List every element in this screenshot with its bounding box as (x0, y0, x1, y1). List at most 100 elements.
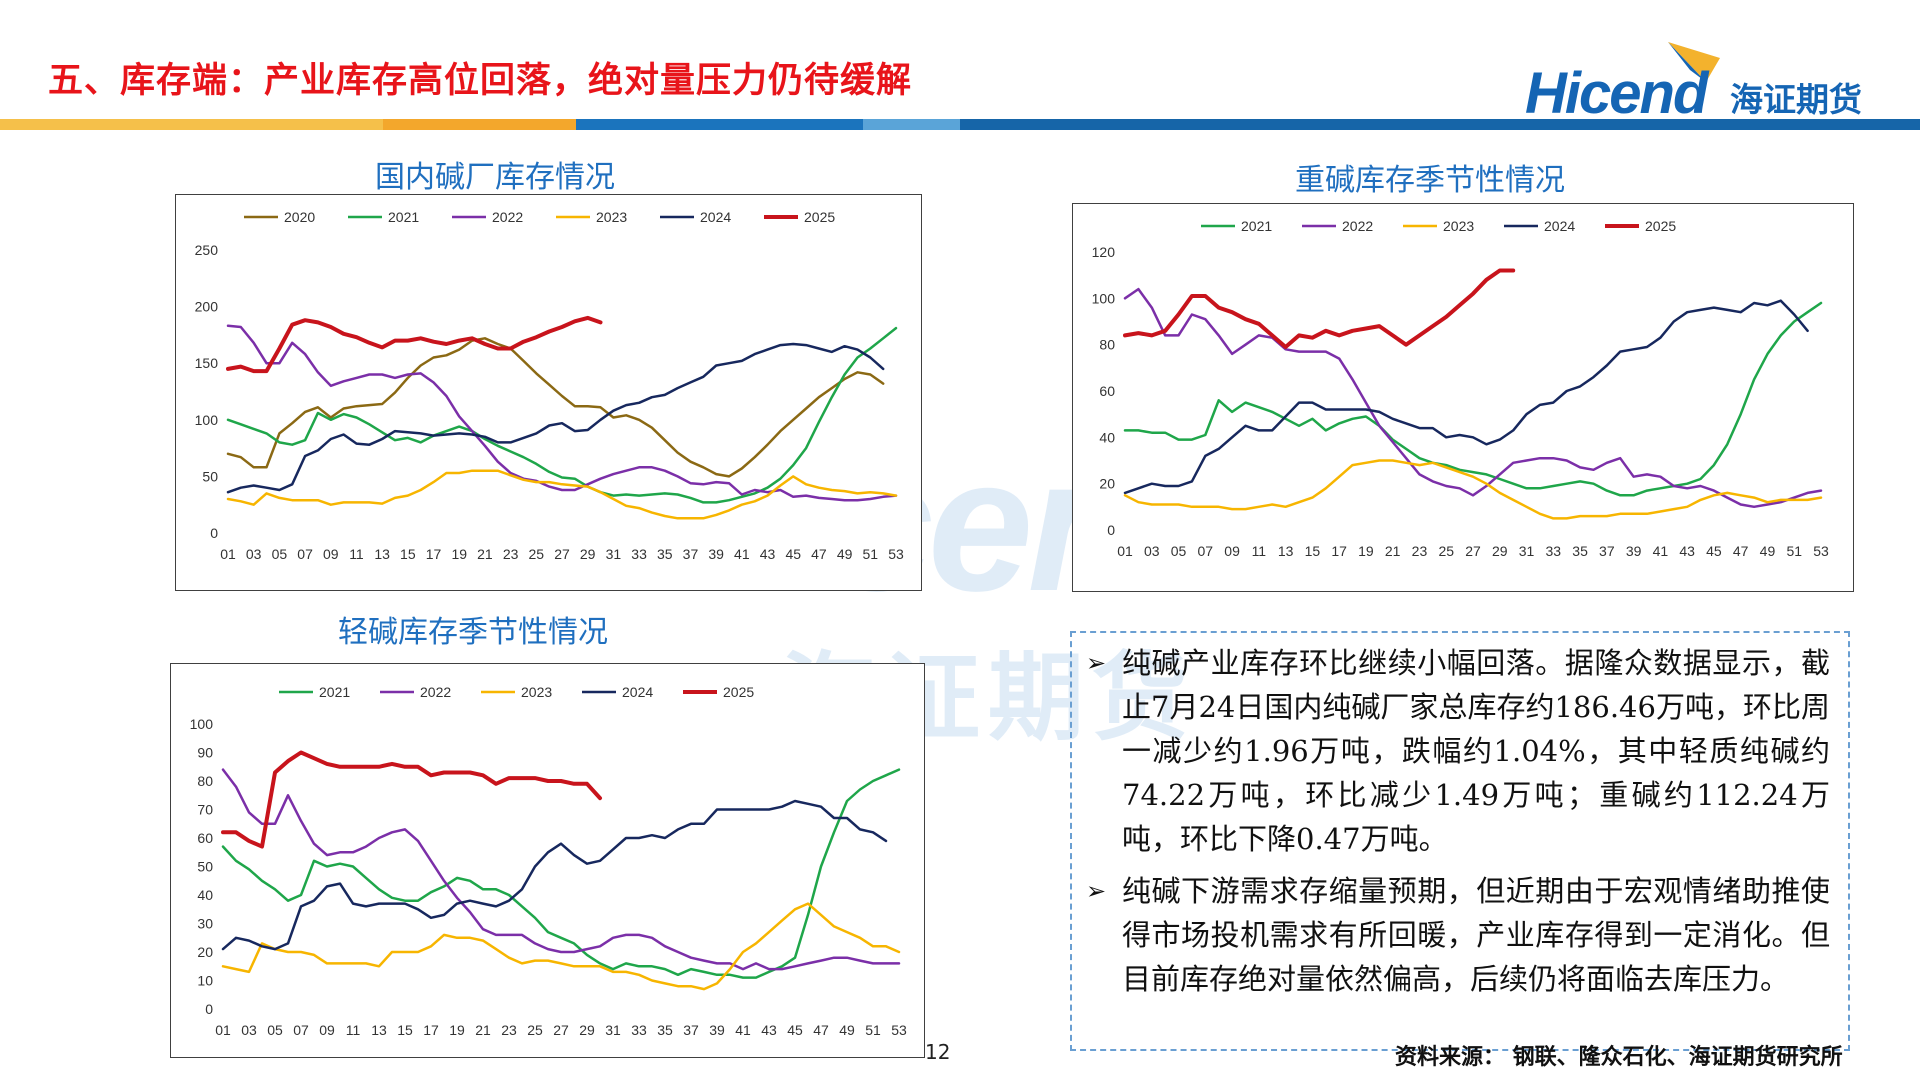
chart2-x-tick-label: 49 (1760, 543, 1776, 559)
chart2-x-tick-label: 31 (1519, 543, 1535, 559)
chart2-legend-label: 2022 (1342, 218, 1373, 234)
chart2-y-tick-label: 60 (1099, 383, 1115, 399)
chart2-y-tick-label: 120 (1092, 244, 1116, 260)
chart3-x-tick-label: 39 (709, 1022, 725, 1038)
logo-chinese-name: 海证期货 (1730, 80, 1862, 119)
chart1-x-tick-label: 49 (837, 546, 853, 562)
chart2-x-tick-label: 43 (1679, 543, 1695, 559)
chart3-x-tick-label: 51 (865, 1022, 881, 1038)
chart3-series-line-2024 (221, 799, 888, 951)
chart2-legend-label: 2025 (1645, 218, 1676, 234)
chart1-x-tick-label: 45 (785, 546, 801, 562)
chart1-series-line-2022 (226, 324, 898, 502)
logo-wordmark: Hicend (1525, 61, 1708, 126)
chart2-x-tick-label: 27 (1465, 543, 1481, 559)
chart2-x-tick-label: 01 (1117, 543, 1133, 559)
chart2-series-line-2024 (1123, 299, 1809, 495)
header-stripe-2 (383, 119, 576, 130)
chart2-x-tick-label: 29 (1492, 543, 1508, 559)
header-stripe-1 (0, 119, 383, 130)
chart2-y-tick-label: 0 (1107, 522, 1115, 538)
chart3-legend-label: 2023 (521, 684, 552, 700)
chart3-x-tick-label: 17 (423, 1022, 439, 1038)
chart3-y-tick-label: 0 (205, 1001, 213, 1017)
chart2-series-line-2021 (1123, 301, 1823, 497)
chart2-x-tick-label: 23 (1412, 543, 1428, 559)
chart1-y-tick-label: 50 (202, 468, 218, 484)
chart2-legend-label: 2024 (1544, 218, 1575, 234)
chart2-series-line-2025 (1123, 268, 1516, 349)
chart3-legend-label: 2024 (622, 684, 653, 700)
chart2-x-tick-label: 41 (1653, 543, 1669, 559)
chart2-x-tick-label: 09 (1224, 543, 1240, 559)
chart1-y-tick-label: 0 (210, 525, 218, 541)
chart1-legend-label: 2020 (284, 209, 315, 225)
chart1-y-tick-label: 100 (195, 412, 219, 428)
chart3-y-tick-label: 100 (190, 716, 214, 732)
chart3-series-line-2025 (221, 750, 602, 849)
arrow-bullet-icon: ➢ (1086, 649, 1107, 677)
chart1-frame: 0 50 100 150 200 250 01 03 05 07 09 11 13 15 17 19 21 23 2… (175, 194, 922, 591)
chart2-series-line-2023 (1123, 459, 1823, 520)
chart2-x-tick-label: 33 (1546, 543, 1562, 559)
chart1-x-tick-label: 09 (323, 546, 339, 562)
chart3-y-tick-label: 20 (197, 944, 213, 960)
chart2-title: 重碱库存季节性情况 (1295, 163, 1565, 198)
chart2-x-tick-label: 05 (1171, 543, 1187, 559)
chart2-x-tick-label: 13 (1278, 543, 1294, 559)
chart2-series-line-2022 (1123, 287, 1823, 509)
chart3-y-tick-label: 40 (197, 887, 213, 903)
chart3-x-tick-label: 21 (475, 1022, 491, 1038)
chart2-legend-label: 2021 (1241, 218, 1272, 234)
chart1-x-tick-label: 01 (220, 546, 236, 562)
header-stripe-5 (960, 119, 1920, 130)
chart2-x-tick-label: 17 (1331, 543, 1347, 559)
chart1-x-tick-label: 41 (734, 546, 750, 562)
chart1-series-line-2024 (226, 342, 885, 494)
chart1-legend-label: 2024 (700, 209, 731, 225)
commentary-box: ➢ 纯碱产业库存环比继续小幅回落。据隆众数据显示，截止7月24日国内纯碱厂家总库… (1070, 631, 1850, 1051)
chart1-series-line-2021 (226, 326, 898, 504)
chart3-y-tick-label: 60 (197, 830, 213, 846)
chart1-x-tick-label: 21 (477, 546, 493, 562)
chart1-x-tick-label: 13 (374, 546, 390, 562)
chart2-y-tick-label: 80 (1099, 337, 1115, 353)
chart2-legend-label: 2023 (1443, 218, 1474, 234)
chart1-legend-label: 2022 (492, 209, 523, 225)
chart3-y-tick-label: 30 (197, 916, 213, 932)
chart1-x-tick-label: 23 (503, 546, 519, 562)
chart2-x-tick-label: 25 (1438, 543, 1454, 559)
chart2-x-tick-label: 11 (1252, 543, 1267, 559)
chart2-x-tick-label: 53 (1813, 543, 1829, 559)
chart3-x-tick-label: 09 (319, 1022, 335, 1038)
chart3-x-tick-label: 35 (657, 1022, 673, 1038)
commentary-bullet-2: ➢ 纯碱下游需求存缩量预期，但近期由于宏观情绪助推使得市场投机需求有所回暖，产业… (1086, 869, 1830, 1001)
chart1-x-tick-label: 33 (631, 546, 647, 562)
chart3-x-tick-label: 43 (761, 1022, 777, 1038)
commentary-bullet-1: ➢ 纯碱产业库存环比继续小幅回落。据隆众数据显示，截止7月24日国内纯碱厂家总库… (1086, 641, 1830, 861)
header-stripe-4 (863, 119, 960, 130)
chart3-y-tick-label: 80 (197, 773, 213, 789)
chart3-title: 轻碱库存季节性情况 (338, 615, 608, 650)
chart1-legend-label: 2021 (388, 209, 419, 225)
chart3-series-line-2022 (221, 768, 901, 971)
chart1-y-tick-label: 150 (195, 355, 219, 371)
chart3-x-tick-label: 49 (839, 1022, 855, 1038)
company-logo: Hicend 海证期货 (1525, 40, 1885, 126)
chart1-series-line-2025 (226, 315, 603, 374)
chart2-y-tick-label: 20 (1099, 476, 1115, 492)
chart2-x-tick-label: 07 (1198, 543, 1214, 559)
chart2-x-tick-label: 47 (1733, 543, 1749, 559)
chart1-title: 国内碱厂库存情况 (375, 160, 615, 195)
chart1-legend-label: 2023 (596, 209, 627, 225)
chart1-x-tick-label: 15 (400, 546, 416, 562)
chart1-y-tick-label: 250 (195, 242, 219, 258)
chart3-legend-label: 2022 (420, 684, 451, 700)
chart3-frame: 0 10 20 30 40 50 60 70 80 90 100 01 03 05 07 09 11 13 15 17… (170, 663, 925, 1058)
chart2-x-tick-label: 03 (1144, 543, 1160, 559)
chart1-x-tick-label: 03 (246, 546, 262, 562)
arrow-bullet-icon: ➢ (1086, 877, 1107, 905)
chart3-x-tick-label: 29 (579, 1022, 595, 1038)
chart3-x-tick-label: 07 (293, 1022, 309, 1038)
chart1-legend-label: 2025 (804, 209, 835, 225)
